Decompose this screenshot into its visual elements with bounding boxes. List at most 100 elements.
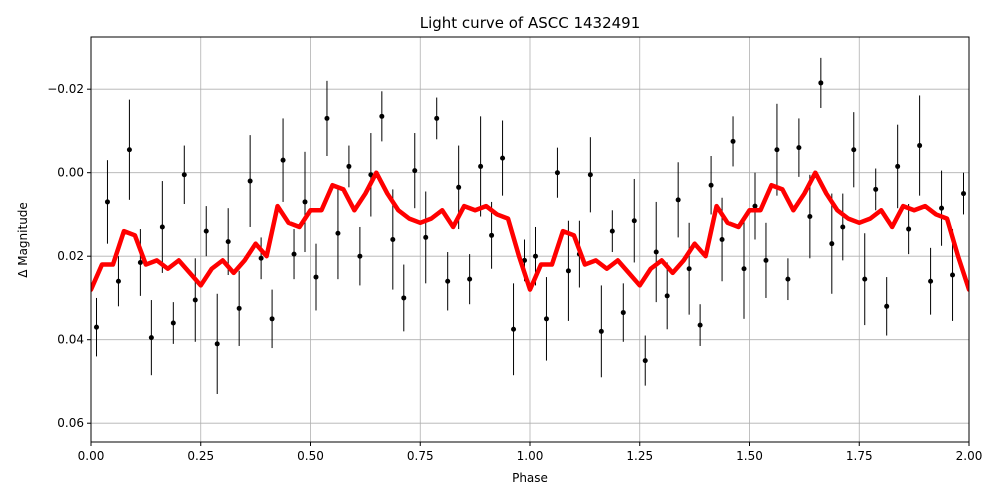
data-point	[137, 259, 143, 265]
data-point	[390, 237, 396, 242]
x-tick-label: 0.50	[297, 449, 324, 463]
x-tick-label: 0.75	[407, 449, 434, 463]
data-point	[170, 320, 176, 326]
y-tick-label: 0.02	[57, 249, 84, 263]
data-point	[467, 276, 473, 282]
data-point	[565, 268, 571, 274]
data-point	[675, 197, 681, 203]
smoothed-curve	[91, 170, 969, 292]
data-point	[697, 322, 703, 328]
data-point	[335, 230, 341, 236]
y-tick-label: −0.02	[47, 82, 84, 96]
data-point	[554, 170, 560, 176]
data-point	[686, 266, 692, 272]
data-point	[500, 155, 506, 161]
plot-area	[91, 57, 969, 394]
data-point	[774, 147, 780, 153]
data-point	[851, 147, 857, 153]
data-point	[785, 276, 791, 282]
data-point	[104, 199, 110, 205]
data-point	[346, 163, 352, 169]
data-point	[280, 157, 286, 163]
data-point	[247, 178, 253, 184]
data-point	[236, 305, 242, 311]
data-point	[543, 316, 549, 322]
data-point	[664, 293, 670, 299]
data-point	[752, 203, 758, 209]
chart-title: Light curve of ASCC 1432491	[420, 14, 641, 32]
y-tick-label: 0.00	[57, 166, 84, 180]
data-point	[884, 303, 890, 309]
x-tick-label: 1.25	[626, 449, 653, 463]
data-point	[829, 241, 835, 247]
data-point	[258, 255, 264, 261]
data-point	[148, 335, 154, 341]
data-point	[807, 214, 813, 220]
data-point	[302, 199, 308, 205]
data-point	[840, 224, 846, 230]
data-point	[862, 276, 868, 282]
data-point	[489, 232, 495, 238]
data-point	[928, 278, 934, 284]
data-point	[741, 266, 747, 272]
data-point	[895, 163, 901, 169]
x-tick-label: 1.75	[846, 449, 873, 463]
data-point	[192, 297, 198, 303]
data-point	[653, 249, 659, 255]
data-point	[939, 205, 945, 211]
data-point	[115, 278, 121, 284]
data-point	[478, 163, 484, 169]
data-point	[181, 172, 187, 178]
data-point	[412, 168, 418, 174]
data-point	[906, 226, 912, 232]
data-point	[620, 310, 626, 316]
data-point	[522, 257, 528, 263]
data-point	[434, 115, 440, 121]
data-point	[719, 237, 725, 242]
data-point	[818, 80, 824, 86]
data-point	[203, 228, 209, 234]
y-axis-label: Δ Magnitude	[16, 202, 30, 278]
data-point	[708, 182, 714, 188]
x-tick-label: 1.00	[517, 449, 544, 463]
data-point	[126, 147, 132, 153]
data-point	[324, 115, 330, 121]
data-point	[445, 278, 451, 284]
data-point	[532, 253, 538, 259]
data-point	[796, 145, 802, 151]
data-point	[313, 274, 319, 280]
data-point	[631, 218, 637, 224]
data-point	[961, 191, 967, 197]
y-tick-label: 0.06	[57, 416, 84, 430]
data-point	[873, 186, 879, 192]
grid	[90, 37, 970, 442]
data-point	[587, 172, 593, 178]
data-point	[763, 257, 769, 263]
data-point	[401, 295, 407, 301]
data-point	[456, 184, 462, 190]
data-point	[93, 324, 99, 330]
data-point	[609, 228, 615, 234]
data-point	[917, 143, 923, 149]
x-tick-label: 2.00	[956, 449, 983, 463]
data-point	[214, 341, 220, 347]
data-point	[950, 272, 956, 278]
data-point	[291, 251, 297, 257]
data-point	[159, 224, 165, 230]
data-point	[269, 316, 275, 322]
y-tick-label: 0.04	[57, 333, 84, 347]
x-axis-label: Phase	[512, 471, 548, 485]
data-point	[357, 253, 363, 259]
data-point	[225, 239, 231, 245]
x-tick-label: 0.00	[78, 449, 105, 463]
data-point	[598, 328, 604, 334]
data-point	[379, 113, 385, 119]
x-tick-label: 0.25	[187, 449, 214, 463]
ticks: 0.00 0.25 0.50 0.75 1.00 1.25 1.50 1.75 2.00 −0.0…	[47, 82, 982, 463]
data-point	[423, 234, 429, 240]
data-point	[642, 358, 648, 364]
data-point	[730, 138, 736, 144]
x-tick-label: 1.50	[736, 449, 763, 463]
